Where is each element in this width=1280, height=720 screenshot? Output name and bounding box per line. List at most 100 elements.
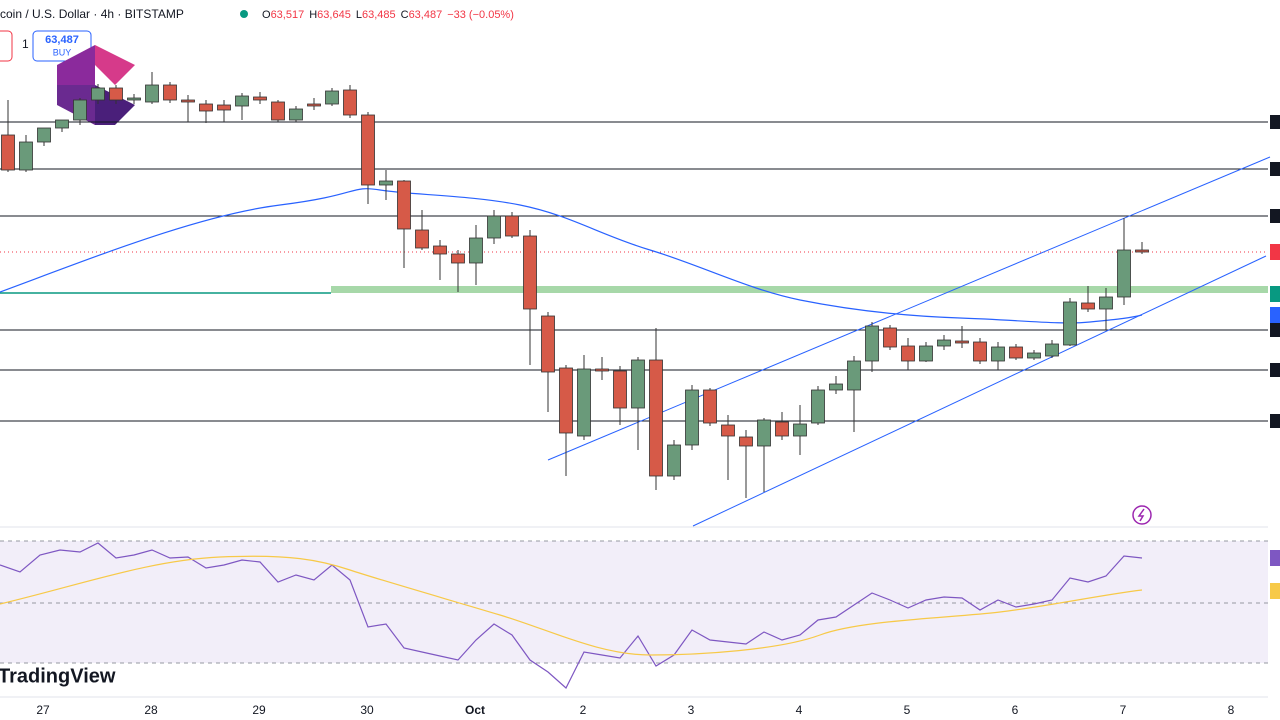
candle-body [667, 444, 681, 477]
candle-body [307, 103, 321, 107]
candle-body [73, 99, 87, 121]
candle-body [415, 229, 429, 249]
qty: 1 [22, 37, 29, 51]
candle-body [739, 436, 753, 447]
candle-body [163, 84, 177, 101]
candle-body [631, 359, 645, 409]
candle-body [1063, 301, 1077, 346]
candle-body [955, 340, 969, 344]
candle-body [217, 104, 231, 111]
candle-body [1117, 249, 1131, 298]
alert-bolt [1137, 508, 1145, 522]
rsi-ma-marker [1270, 583, 1280, 599]
quote: O 63,517 H 63,645 L 63,485 C 63,487 −33 (−0.05%) [262, 9, 514, 21]
candle-body [433, 245, 447, 255]
candle-body [343, 89, 357, 116]
candle-body [361, 114, 375, 186]
candle-body [793, 423, 807, 437]
rsi-band [0, 541, 1268, 663]
candle-body [271, 101, 285, 121]
rsi-ma [0, 555, 1143, 656]
candle-body [505, 215, 519, 237]
time-label: 27 [36, 703, 50, 717]
candle-body [181, 99, 195, 103]
candle-body [865, 325, 879, 362]
channel-lower [692, 255, 1267, 527]
market-status [240, 10, 248, 18]
candle-body [19, 141, 33, 171]
buy-price: 63,487 [45, 34, 79, 46]
candle-body [811, 389, 825, 424]
level-marker [1270, 162, 1280, 176]
quote-value: 63,645 [317, 9, 351, 21]
symbol: coin / U.S. Dollar · 4h · BITSTAMP [0, 7, 184, 21]
time-label: Oct [465, 703, 485, 717]
candle-body [325, 90, 339, 105]
candle-body [1045, 343, 1059, 357]
rsi-line [0, 542, 1143, 689]
time-label: 2 [580, 703, 587, 717]
candle-body [775, 421, 789, 437]
quote-value: 63,517 [271, 9, 305, 21]
candle-body [1099, 296, 1113, 310]
candle-body [37, 127, 51, 143]
candle-body [55, 119, 69, 129]
quote-key: O [262, 9, 271, 21]
candle-body [145, 84, 159, 103]
quote-key: C [401, 9, 409, 21]
time-label: 29 [252, 703, 266, 717]
alert-icon[interactable] [1132, 505, 1152, 525]
candle-body [289, 108, 303, 121]
candle-body [91, 87, 105, 101]
candle-body [757, 419, 771, 447]
quote-key: H [309, 9, 317, 21]
candle-body [379, 180, 393, 186]
quote-key: L [356, 9, 362, 21]
buy-label: BUY [53, 47, 72, 57]
support-zone [331, 286, 1268, 293]
candle-body [1009, 346, 1023, 359]
candle-body [595, 368, 609, 372]
candle-body [991, 346, 1005, 362]
candle-body [253, 96, 267, 101]
buy-button[interactable] [32, 30, 92, 62]
candle-body [1027, 352, 1041, 359]
candle-body [1135, 249, 1149, 253]
quote-value: 63,487 [409, 9, 443, 21]
candle-body [523, 235, 537, 310]
candle-body [127, 97, 141, 101]
candle-body [1081, 302, 1095, 310]
candle-body [883, 327, 897, 348]
candle-body [649, 359, 663, 477]
candle-body [919, 345, 933, 362]
time-label: 3 [688, 703, 695, 717]
quote-value: 63,485 [362, 9, 396, 21]
rsi-marker [1270, 550, 1280, 566]
candle-body [451, 253, 465, 264]
time-label: 4 [796, 703, 803, 717]
candle-body [577, 368, 591, 437]
sell-button[interactable] [0, 30, 13, 62]
candle-body [469, 237, 483, 264]
level-marker [1270, 323, 1280, 337]
time-label: 8 [1228, 703, 1235, 717]
level-marker [1270, 414, 1280, 428]
time-label: 5 [904, 703, 911, 717]
candle-body [1, 134, 15, 171]
channel-upper [547, 156, 1271, 461]
candle-body [487, 215, 501, 239]
candle-body [721, 424, 735, 437]
candle-body [937, 339, 951, 347]
level-marker [1270, 363, 1280, 377]
candle-body [109, 87, 123, 101]
axis-marker [1270, 244, 1280, 260]
quote-change: −33 (−0.05%) [447, 9, 514, 21]
candle-body [973, 341, 987, 362]
candle-body [829, 383, 843, 391]
time-label: 30 [360, 703, 374, 717]
level-marker [1270, 115, 1280, 129]
level-marker [1270, 209, 1280, 223]
time-label: 28 [144, 703, 158, 717]
